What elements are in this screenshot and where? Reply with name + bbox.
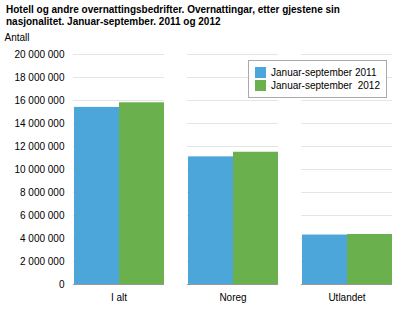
svg-text:16 000 000: 16 000 000 xyxy=(14,95,64,106)
svg-text:4 000 000: 4 000 000 xyxy=(20,233,65,244)
svg-text:I alt: I alt xyxy=(111,292,127,303)
html-text:Januar-september 2012: Januar-september 2012 xyxy=(271,80,380,91)
html-text:Januar-september 2011: Januar-september 2011 xyxy=(271,67,377,78)
html-text:Hotell og andre overnattingsbe: Hotell og andre overnattingsbedrifter. O… xyxy=(6,4,340,27)
svg-text:Noreg: Noreg xyxy=(219,292,246,303)
svg-text:Antall: Antall xyxy=(5,32,30,43)
svg-text:18 000 000: 18 000 000 xyxy=(14,72,64,83)
svg-text:14 000 000: 14 000 000 xyxy=(14,118,64,129)
svg-text:0: 0 xyxy=(59,279,65,290)
svg-text:6 000 000: 6 000 000 xyxy=(20,210,65,221)
svg-text:10 000 000: 10 000 000 xyxy=(14,164,64,175)
svg-text:8 000 000: 8 000 000 xyxy=(20,187,65,198)
svg-text:20 000 000: 20 000 000 xyxy=(14,49,64,60)
svg-text:2 000 000: 2 000 000 xyxy=(20,256,65,267)
svg-text:12 000 000: 12 000 000 xyxy=(14,141,64,152)
svg-text:Utlandet: Utlandet xyxy=(328,292,365,303)
